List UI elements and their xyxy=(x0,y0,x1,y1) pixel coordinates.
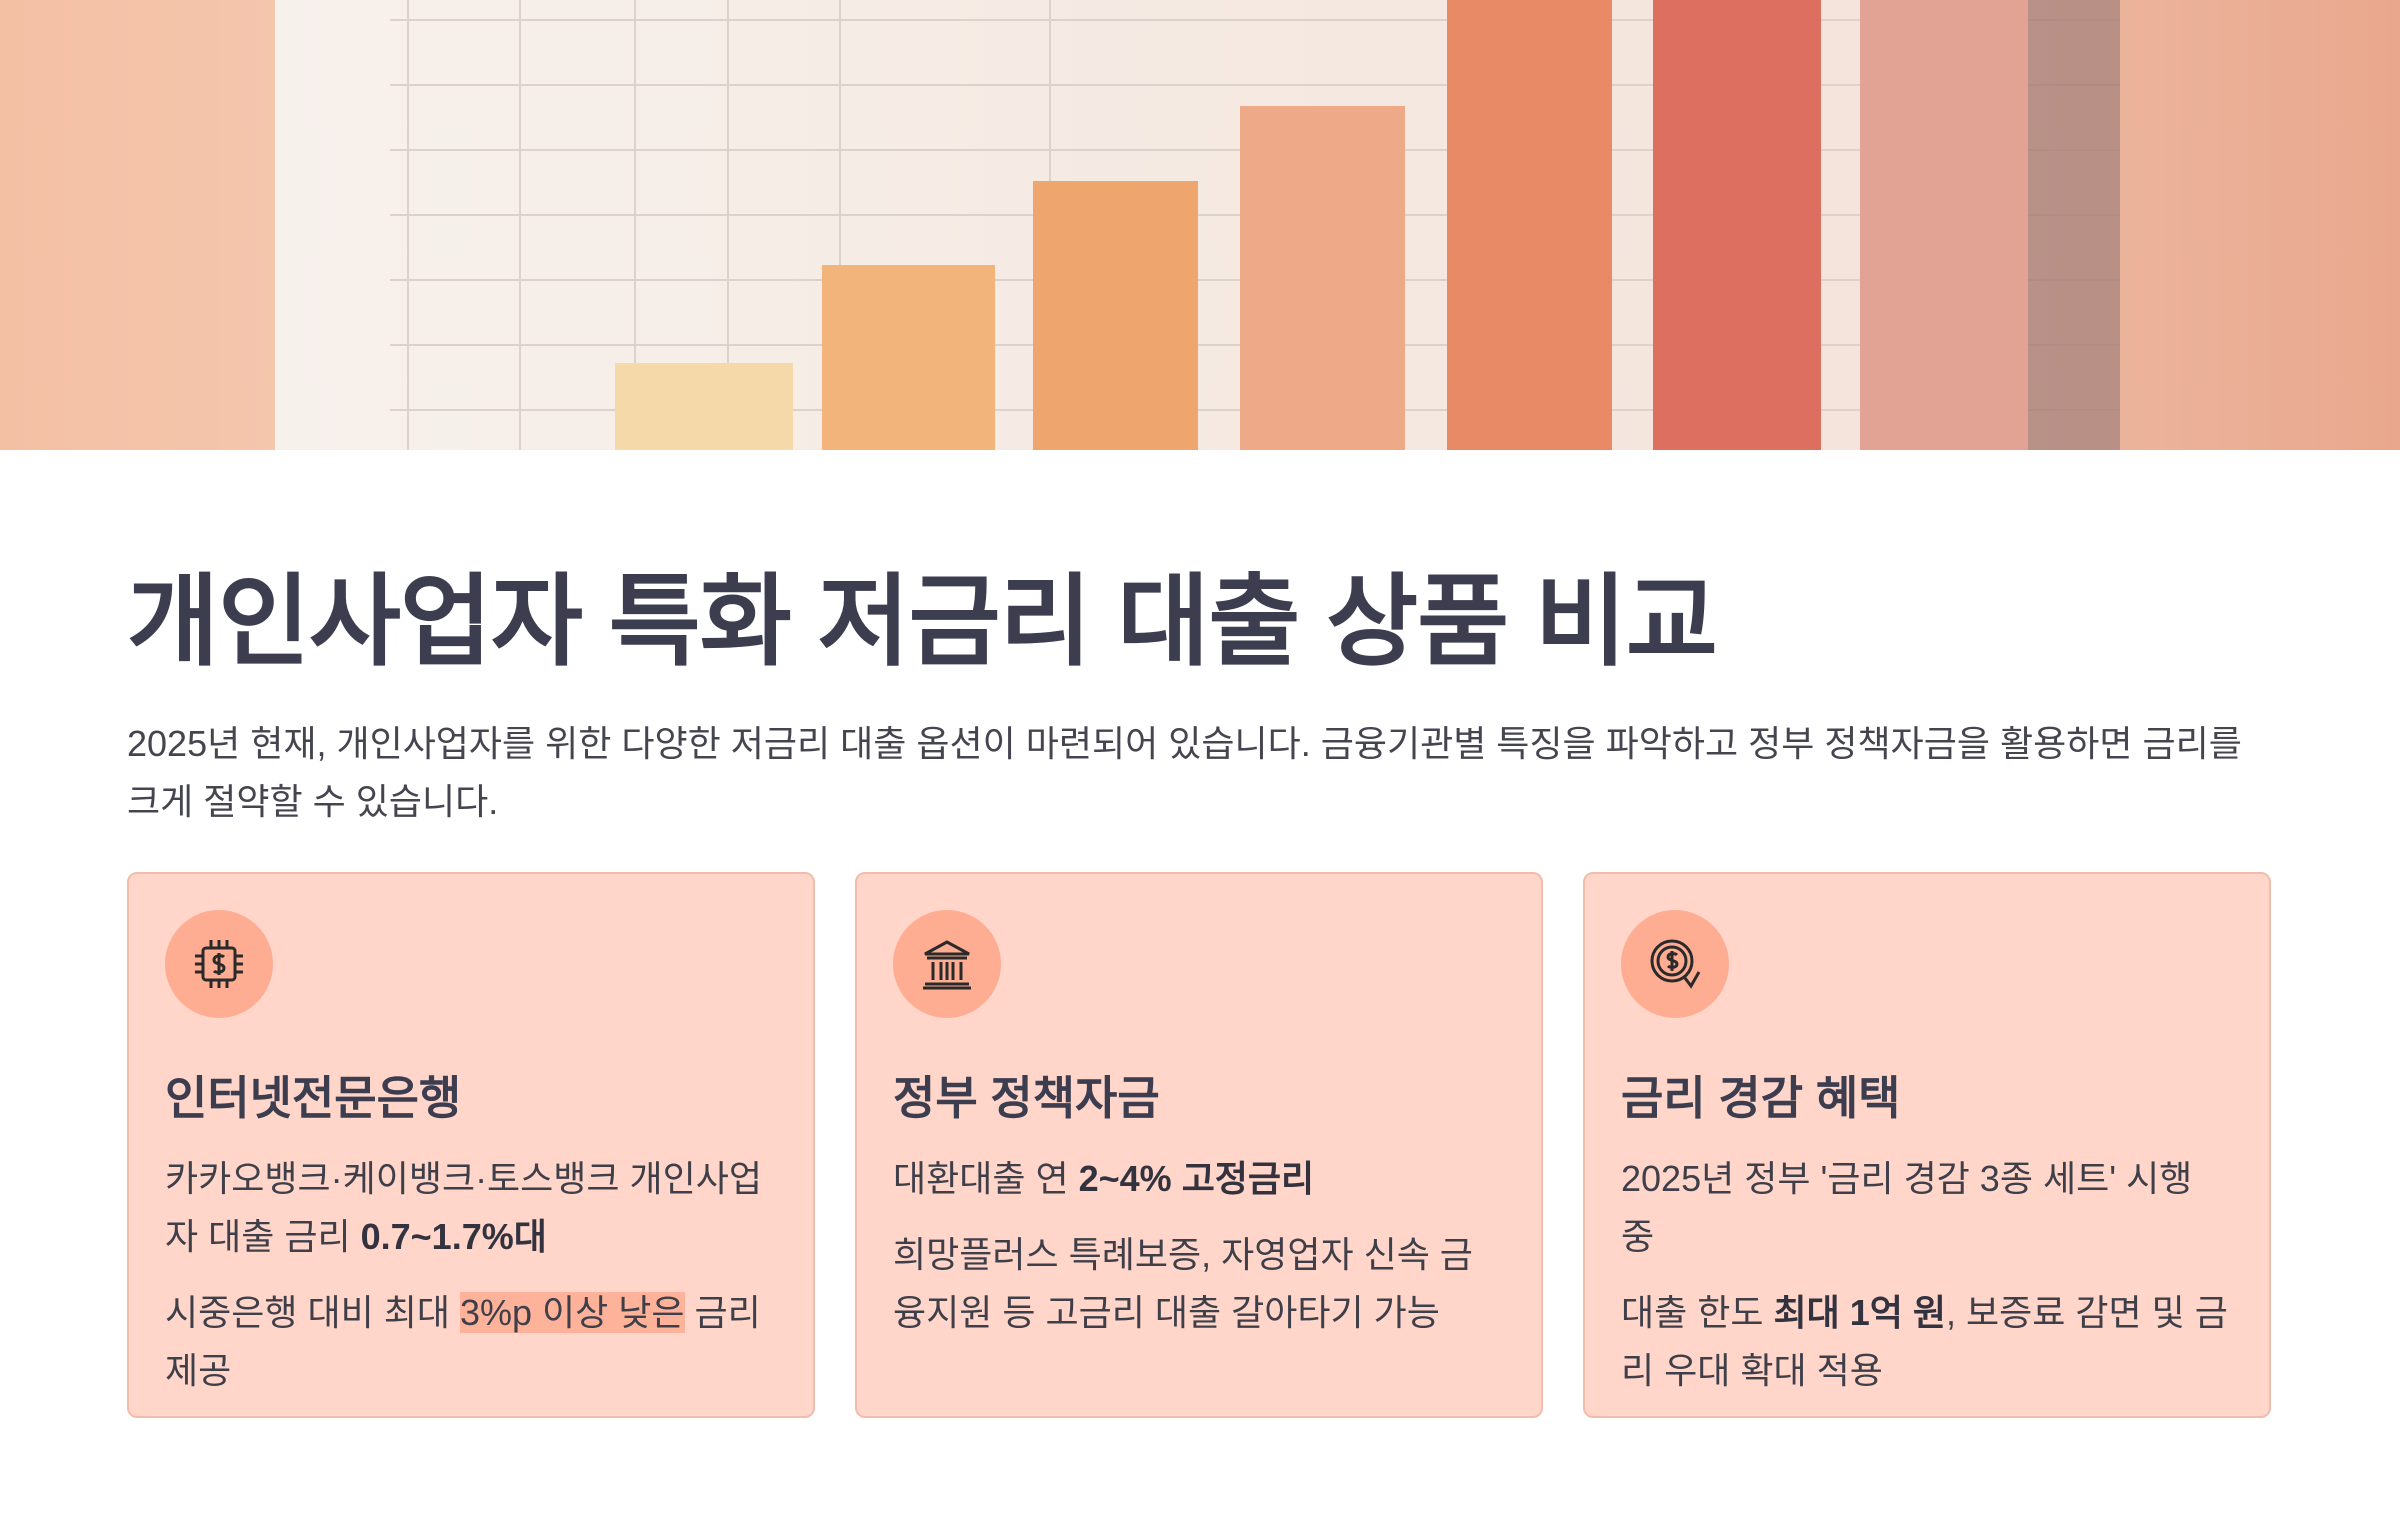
bold-text: 2~4% 고정금리 xyxy=(1078,1158,1315,1199)
text: 대환대출 연 xyxy=(893,1158,1079,1199)
text: 카카오뱅크·케이뱅크·토스뱅크 개인사업자 대출 금리 xyxy=(165,1158,763,1257)
card-text: 대출 한도 최대 1억 원, 보증료 감면 및 금리 우대 확대 적용 xyxy=(1621,1284,2233,1400)
title: 개인사업자 특화 저금리 대출 상품 비교 xyxy=(127,566,1718,678)
icon xyxy=(1621,910,1729,1018)
card-title: 정부 정책자금 xyxy=(893,1072,1160,1124)
text: , 보증료 감면 및 금리 우대 확대 적용 xyxy=(1621,1292,2228,1391)
icon xyxy=(893,910,1001,1018)
card: 금리 경감 혜택 2025년 정부 '금리 경감 3종 세트' 시행 중 대출 … xyxy=(1583,872,2271,1418)
text: 2025년 정부 '금리 경감 3종 세트' 시행 중 xyxy=(1621,1158,2193,1257)
card: 인터넷전문은행 카카오뱅크·케이뱅크·토스뱅크 개인사업자 대출 금리 0.7~… xyxy=(127,872,815,1418)
card-text: 2025년 정부 '금리 경감 3종 세트' 시행 중 xyxy=(1621,1150,2233,1266)
icon xyxy=(165,910,273,1018)
text: 대출 한도 xyxy=(1621,1292,1774,1333)
banner-image xyxy=(0,0,2400,450)
card-text: 카카오뱅크·케이뱅크·토스뱅크 개인사업자 대출 금리 0.7~1.7%대 xyxy=(165,1150,777,1266)
card: 정부 정책자금 대환대출 연 2~4% 고정금리 희망플러스 특례보증, 자영업… xyxy=(855,872,1543,1418)
text: 시중은행 대비 최대 xyxy=(165,1292,460,1333)
highlight-text: 3%p 이상 낮은 xyxy=(459,1292,685,1333)
text: 금리 제공 xyxy=(165,1292,761,1391)
text: 희망플러스 특례보증, 자영업자 신속 금융지원 등 고금리 대출 갈아타기 가… xyxy=(893,1234,1473,1333)
card-title: 인터넷전문은행 xyxy=(165,1072,462,1124)
card-text: 시중은행 대비 최대 3%p 이상 낮은 금리 제공 xyxy=(165,1284,777,1400)
card-text: 희망플러스 특례보증, 자영업자 신속 금융지원 등 고금리 대출 갈아타기 가… xyxy=(893,1226,1505,1342)
intro: 2025년 현재, 개인사업자를 위한 다양한 저금리 대출 옵션이 마련되어 … xyxy=(127,723,2242,822)
bold-text: 0.7~1.7%대 xyxy=(360,1216,547,1257)
card-title: 금리 경감 혜택 xyxy=(1621,1072,1901,1124)
card-text: 대환대출 연 2~4% 고정금리 xyxy=(893,1150,1505,1208)
bold-text: 최대 1억 원 xyxy=(1773,1292,1946,1333)
